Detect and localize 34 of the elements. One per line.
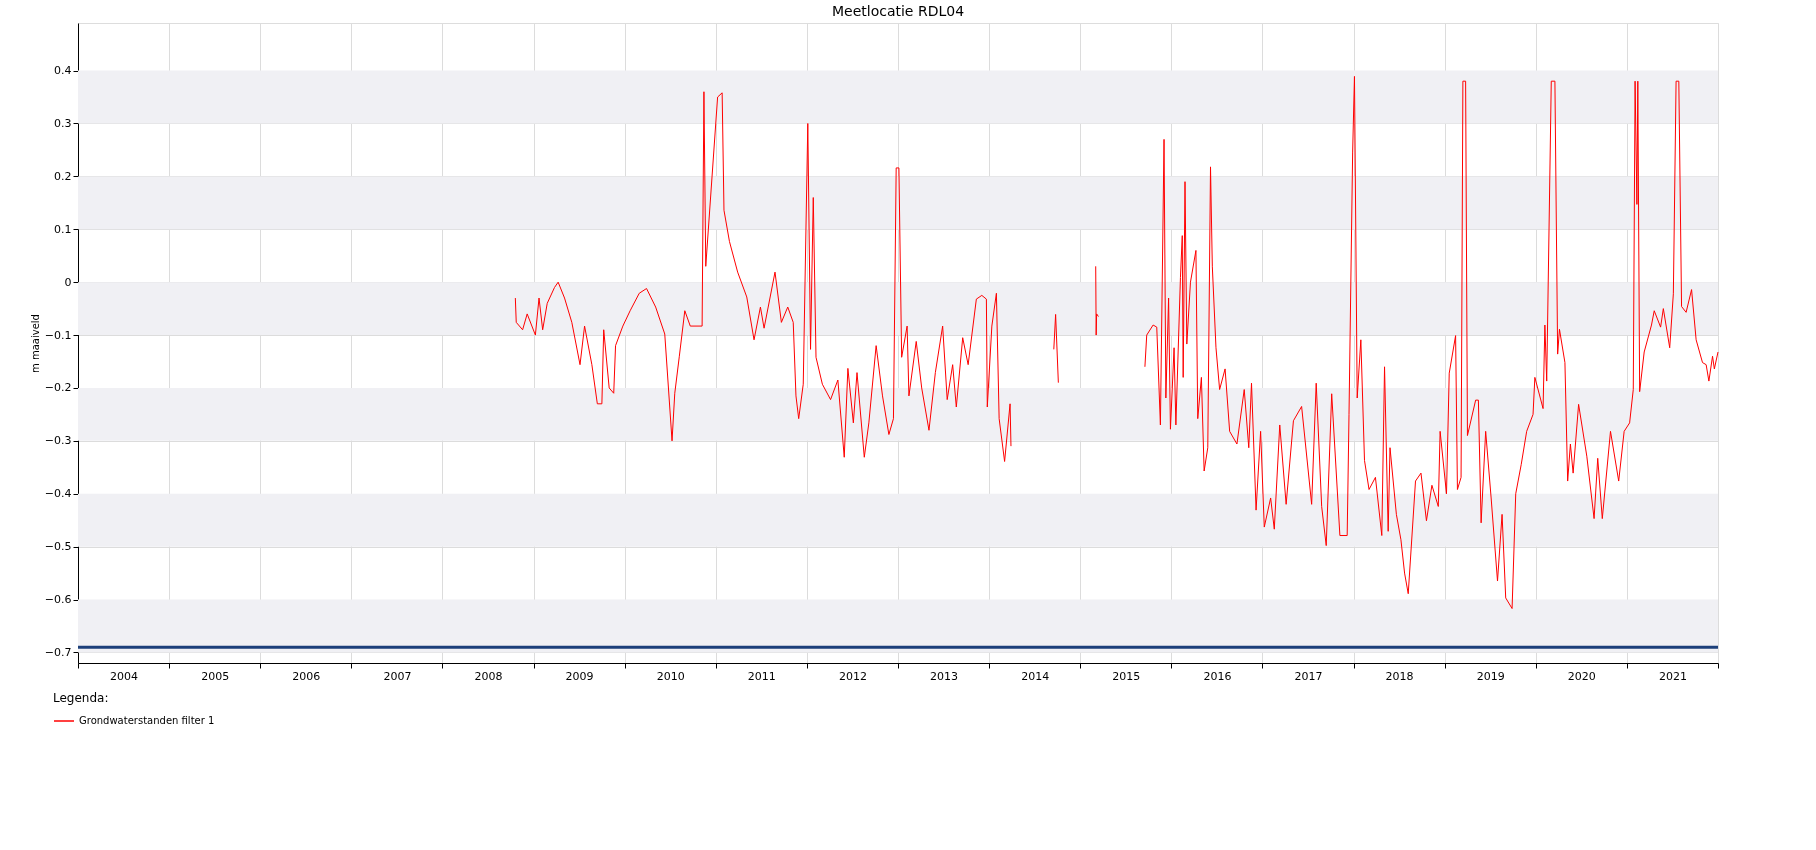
y-tick-label: 0: [64, 275, 72, 289]
x-tick-label: 2007: [383, 669, 412, 683]
x-tick-label: 2014: [1021, 669, 1050, 683]
y-axis-title: m maaiveld: [29, 314, 41, 373]
y-tick-label: −0.3: [44, 434, 72, 448]
x-tick-label: 2005: [201, 669, 230, 683]
x-tick-label: 2016: [1203, 669, 1232, 683]
chart-title: Meetlocatie RDL04: [831, 3, 965, 19]
y-tick-label: −0.7: [44, 645, 72, 659]
y-tick-label: −0.5: [44, 540, 72, 554]
x-tick-label: 2011: [747, 669, 776, 683]
y-tick-label: 0.3: [54, 117, 72, 130]
x-tick-label: 2019: [1476, 669, 1505, 683]
x-tick-label: 2009: [565, 669, 594, 683]
x-tick-label: 2013: [930, 669, 959, 683]
x-tick-label: 2020: [1567, 669, 1596, 683]
x-tick-label: 2015: [1112, 669, 1141, 683]
y-tick-label: −0.2: [44, 381, 72, 395]
y-tick-label: −0.4: [44, 487, 72, 501]
y-tick-label: 0.2: [54, 169, 72, 183]
x-tick-label: 2021: [1658, 669, 1687, 683]
x-tick-label: 2008: [474, 669, 503, 683]
legend-title: Legenda:: [53, 691, 109, 705]
x-tick-label: 2004: [110, 669, 139, 683]
x-tick-label: 2012: [838, 669, 867, 683]
y-tick-label: −0.6: [44, 593, 72, 607]
x-tick-label: 2006: [292, 669, 321, 683]
y-tick-label: 0.1: [54, 222, 72, 236]
y-tick-label: 0.4: [54, 64, 72, 78]
x-tick-label: 2010: [656, 669, 685, 683]
legend-label: Grondwaterstanden filter 1: [79, 715, 215, 726]
x-tick-label: 2018: [1385, 669, 1414, 683]
y-tick-label: −0.1: [44, 328, 72, 342]
x-tick-label: 2017: [1294, 669, 1323, 683]
